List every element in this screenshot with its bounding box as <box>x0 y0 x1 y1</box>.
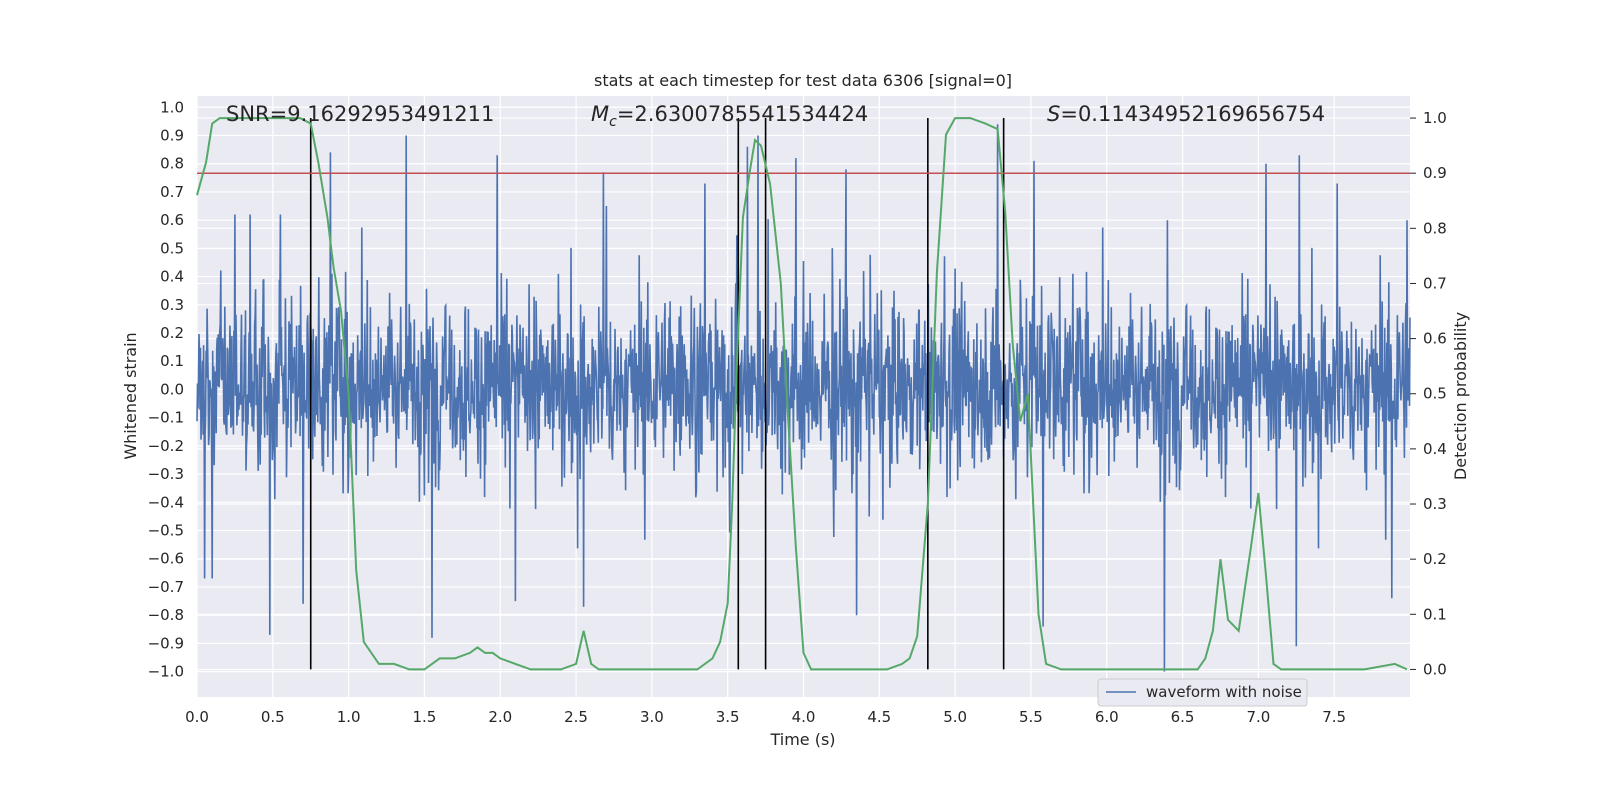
legend: waveform with noise <box>1097 678 1308 707</box>
y-left-tick-label: −1.0 <box>148 663 184 681</box>
x-tick-label: 6.0 <box>1095 708 1119 726</box>
x-tick-label: 4.5 <box>867 708 891 726</box>
x-tick-label: 7.5 <box>1322 708 1346 726</box>
x-tick-label: 1.0 <box>337 708 361 726</box>
y-left-tick-label: −0.8 <box>148 606 184 624</box>
x-axis-title: Time (s) <box>769 730 835 749</box>
y-right-tick-label: 0.2 <box>1423 550 1447 568</box>
y-right-tick-label: 0.1 <box>1423 605 1447 623</box>
x-tick-label: 5.5 <box>1019 708 1043 726</box>
x-tick-label: 6.5 <box>1171 708 1195 726</box>
x-tick-label: 2.5 <box>564 708 588 726</box>
y-left-tick-label: −0.5 <box>148 522 184 540</box>
y-right-tick-label: 0.9 <box>1423 164 1447 182</box>
x-tick-label: 4.0 <box>792 708 816 726</box>
y-right-tick-label: 0.5 <box>1423 385 1447 403</box>
chirp-mass-annotation: Mc=2.6300785541534424 <box>591 102 868 130</box>
x-tick-label: 0.0 <box>185 708 209 726</box>
y-left-tick-label: 1.0 <box>160 98 184 116</box>
x-tick-label: 3.0 <box>640 708 664 726</box>
s-annotation: S=0.11434952169656754 <box>1047 102 1325 126</box>
y-left-tick-label: 0.1 <box>160 352 184 370</box>
y-left-tick-label: 0.8 <box>160 155 184 173</box>
waveform-series <box>196 124 1411 672</box>
y-right-tick-label: 1.0 <box>1423 109 1447 127</box>
legend-box <box>1097 678 1308 707</box>
y-left-tick-label: 0.5 <box>160 239 184 257</box>
snr-annotation: SNR=9.16292953491211 <box>226 102 494 126</box>
y-right-tick-label: 0.8 <box>1423 219 1447 237</box>
y-left-tick-label: −0.1 <box>148 409 184 427</box>
y-left-tick-label: −0.7 <box>148 578 184 596</box>
x-tick-label: 0.5 <box>261 708 285 726</box>
x-tick-label: 5.0 <box>943 708 967 726</box>
y-left-tick-label: 0.9 <box>160 127 184 145</box>
y-left-tick-label: 0.0 <box>160 380 184 398</box>
y-left-tick-label: −0.3 <box>148 465 184 483</box>
y-left-tick-label: 0.3 <box>160 296 184 314</box>
y-left-tick-label: −0.4 <box>148 493 184 511</box>
x-tick-label: 2.0 <box>488 708 512 726</box>
vertical-lines-layer <box>309 118 1005 670</box>
y-right-tick-label: 0.4 <box>1423 440 1447 458</box>
y-right-tick-label: 0.6 <box>1423 330 1447 348</box>
y-axis-left-title: Whitened strain <box>121 332 140 459</box>
y-right-tick-label: 0.0 <box>1423 660 1447 678</box>
waveform-layer <box>196 124 1411 672</box>
y-left-tick-label: 0.2 <box>160 324 184 342</box>
y-left-tick-label: 0.4 <box>160 268 184 286</box>
y-left-tick-label: −0.6 <box>148 550 184 568</box>
y-right-tick-label: 0.3 <box>1423 495 1447 513</box>
probability-layer <box>196 117 1408 671</box>
y-left-tick-label: 0.7 <box>160 183 184 201</box>
x-tick-label: 3.5 <box>716 708 740 726</box>
y-left-tick-label: −0.2 <box>148 437 184 455</box>
y-left-tick-label: −0.9 <box>148 634 184 652</box>
ticks-layer: 0.0 0.5 1.0 1.5 2.0 2.5 3.0 3.5 4.0 4.5 5.0 5.5 6.0 6… <box>148 98 1447 726</box>
x-tick-label: 1.5 <box>413 708 437 726</box>
y-left-tick-label: 0.6 <box>160 211 184 229</box>
detection-probability-series <box>196 117 1408 671</box>
y-axis-right-title: Detection probability <box>1451 312 1470 480</box>
legend-label: waveform with noise <box>1146 683 1302 701</box>
x-tick-label: 7.0 <box>1246 708 1270 726</box>
chart-title: stats at each timestep for test data 630… <box>594 71 1012 90</box>
y-right-tick-label: 0.7 <box>1423 274 1447 292</box>
